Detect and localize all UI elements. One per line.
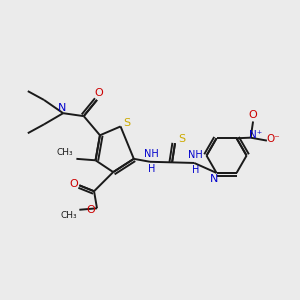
Text: O: O (249, 110, 257, 120)
Text: CH₃: CH₃ (60, 211, 77, 220)
Text: NH: NH (144, 148, 159, 158)
Text: S: S (124, 118, 130, 128)
Text: S: S (178, 134, 185, 144)
Text: CH₃: CH₃ (57, 148, 74, 158)
Text: N: N (209, 174, 218, 184)
Text: N⁺: N⁺ (249, 130, 262, 140)
Text: H: H (148, 164, 155, 174)
Text: N: N (58, 103, 66, 113)
Text: NH: NH (188, 150, 203, 160)
Text: H: H (192, 165, 199, 175)
Text: O: O (87, 205, 95, 215)
Text: O⁻: O⁻ (266, 134, 280, 144)
Text: O: O (70, 179, 78, 189)
Text: O: O (94, 88, 103, 98)
